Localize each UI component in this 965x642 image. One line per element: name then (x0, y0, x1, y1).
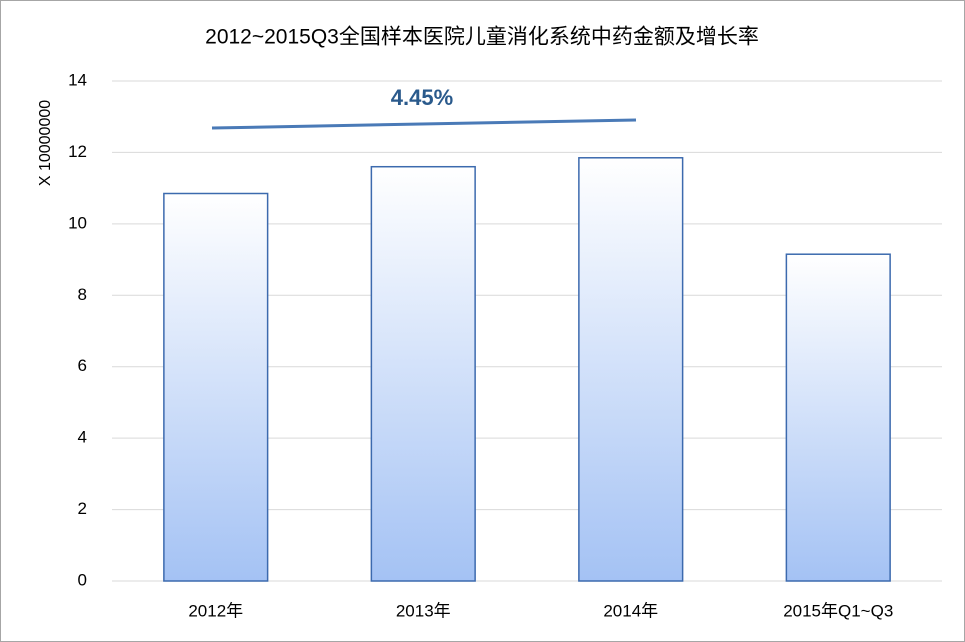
y-tick-label: 10 (68, 213, 87, 232)
y-tick-label: 4 (78, 428, 87, 447)
y-tick-label: 6 (78, 356, 87, 375)
bar (578, 157, 684, 582)
y-axis-label: X 10000000 (37, 100, 54, 186)
x-tick-label: 2012年 (188, 601, 243, 620)
y-tick-label: 8 (78, 285, 87, 304)
y-tick-label: 2 (78, 499, 87, 518)
bar (163, 192, 269, 582)
x-tick-label: 2014年 (603, 601, 658, 620)
bar (785, 253, 891, 582)
x-tick-label: 2015年Q1~Q3 (783, 601, 893, 620)
bar (370, 165, 476, 582)
y-tick-label: 14 (68, 70, 87, 89)
plot-area: 0 2 4 6 8 10 12 14 2012年 2013年 2014年 2015年Q1~Q3 (68, 70, 942, 620)
chart-title: 2012~2015Q3全国样本医院儿童消化系统中药金额及增长率 (205, 26, 759, 49)
x-tick-label: 2013年 (396, 601, 451, 620)
trend-line (211, 118, 637, 130)
y-tick-label: 12 (68, 142, 87, 161)
y-tick-label: 0 (78, 570, 87, 589)
growth-annotation: 4.45% (391, 85, 453, 110)
